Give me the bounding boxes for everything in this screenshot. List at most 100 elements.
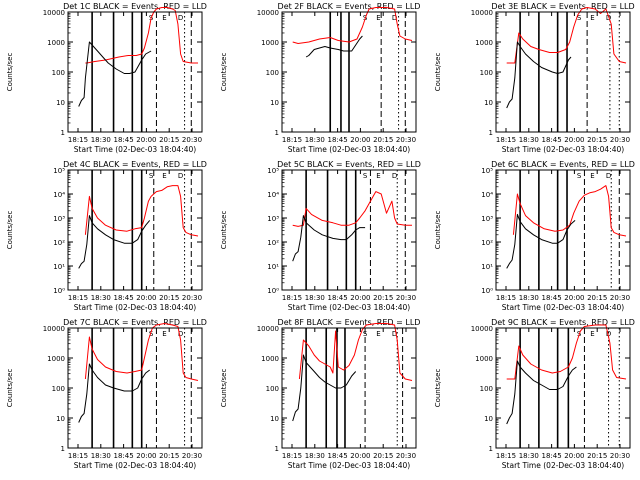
panel-title: Det 7C BLACK = Events, RED = LLD (63, 318, 207, 327)
y-tick-label: 1000 (261, 39, 279, 47)
x-tick-label: 18:45 (328, 136, 348, 144)
y-tick-label: 10 (270, 415, 279, 423)
x-axis-label: Start Time (02-Dec-03 18:04:40) (502, 145, 624, 154)
x-tick-label: 20:15 (159, 452, 179, 460)
y-tick-label: 10⁰ (267, 287, 279, 295)
y-tick-label: 10³ (267, 215, 279, 223)
marker-annotation: E (376, 330, 380, 338)
series-line-black (305, 35, 363, 58)
x-tick-label: 20:30 (182, 452, 202, 460)
y-tick-label: 1 (61, 445, 65, 453)
x-tick-label: 20:30 (182, 294, 202, 302)
marker-annotation: S (577, 14, 582, 22)
x-tick-label: 18:15 (496, 136, 516, 144)
y-axis-label: Counts/sec (434, 369, 442, 408)
x-tick-label: 20:30 (610, 452, 630, 460)
x-tick-label: 18:15 (282, 452, 302, 460)
y-tick-label: 10⁵ (267, 167, 279, 175)
panel-title: Det 3E BLACK = Events, RED = LLD (491, 2, 634, 11)
y-axis-label: Counts/sec (6, 53, 14, 92)
y-tick-label: 1 (489, 445, 493, 453)
x-tick-label: 20:30 (610, 294, 630, 302)
x-tick-label: 18:45 (542, 294, 562, 302)
x-tick-label: 20:30 (610, 136, 630, 144)
plot-frame (67, 327, 203, 449)
series-line-black (78, 363, 150, 423)
marker-annotation: E (162, 330, 166, 338)
series-line-red (85, 7, 198, 64)
panel-title: Det 2F BLACK = Events, RED = LLD (278, 2, 421, 11)
x-tick-label: 20:00 (350, 452, 370, 460)
series-line-red (512, 185, 627, 237)
y-tick-label: 10⁴ (267, 191, 279, 199)
x-tick-label: 20:00 (564, 452, 584, 460)
panel-4: Det 4C BLACK = Events, RED = LLD Counts/s… (6, 160, 207, 312)
y-tick-label: 100 (480, 385, 493, 393)
series-line-black (292, 354, 357, 422)
marker-annotation: D (392, 330, 397, 338)
x-tick-label: 18:30 (519, 136, 539, 144)
x-tick-label: 18:15 (496, 294, 516, 302)
panel-title: Det 5C BLACK = Events, RED = LLD (277, 160, 421, 169)
series-line-black (506, 213, 576, 269)
x-tick-label: 20:30 (396, 452, 416, 460)
y-axis-label: Counts/sec (220, 369, 228, 408)
x-tick-label: 20:15 (159, 294, 179, 302)
x-tick-label: 18:30 (305, 136, 325, 144)
y-tick-label: 10¹ (53, 263, 65, 271)
x-tick-label: 20:00 (350, 136, 370, 144)
series-line-black (506, 360, 577, 425)
y-tick-label: 100 (52, 385, 65, 393)
y-tick-label: 10 (484, 99, 493, 107)
series-line-red (84, 185, 199, 237)
x-tick-label: 18:45 (114, 136, 134, 144)
series-line-red (506, 324, 627, 380)
series-line-red (292, 7, 413, 44)
panel-2: Det 2F BLACK = Events, RED = LLD Counts/s… (220, 2, 420, 154)
y-tick-label: 10 (484, 415, 493, 423)
x-tick-label: 18:15 (68, 452, 88, 460)
y-tick-label: 10 (56, 99, 65, 107)
y-tick-label: 10⁰ (53, 287, 65, 295)
x-tick-label: 18:45 (328, 294, 348, 302)
series-line-black (78, 215, 151, 269)
x-tick-label: 20:00 (350, 294, 370, 302)
y-axis-label: Counts/sec (6, 211, 14, 250)
marker-annotation: S (149, 330, 154, 338)
y-tick-label: 10000 (43, 9, 65, 17)
series-line-red (506, 7, 627, 64)
y-tick-label: 100 (480, 69, 493, 77)
marker-annotation: S (363, 172, 368, 180)
marker-annotation: D (606, 330, 611, 338)
x-tick-label: 18:15 (282, 136, 302, 144)
series-line-black (506, 41, 572, 109)
y-tick-label: 100 (266, 69, 279, 77)
y-tick-label: 10² (267, 239, 279, 247)
y-tick-label: 10⁵ (53, 167, 65, 175)
marker-annotation: D (392, 14, 397, 22)
x-tick-label: 20:00 (136, 294, 156, 302)
plot-frame (495, 327, 631, 449)
y-axis-label: Counts/sec (220, 211, 228, 250)
plot-frame (67, 11, 203, 133)
x-tick-label: 18:30 (91, 452, 111, 460)
y-tick-label: 1 (61, 129, 65, 137)
y-tick-label: 100 (52, 69, 65, 77)
y-tick-label: 10000 (257, 9, 279, 17)
x-tick-label: 20:15 (587, 294, 607, 302)
y-tick-label: 10⁵ (481, 167, 493, 175)
y-tick-label: 1000 (261, 355, 279, 363)
marker-annotation: D (178, 14, 183, 22)
marker-annotation: E (162, 14, 166, 22)
x-tick-label: 20:30 (396, 294, 416, 302)
y-tick-label: 1000 (47, 355, 65, 363)
x-tick-label: 20:15 (373, 452, 393, 460)
x-axis-label: Start Time (02-Dec-03 18:04:40) (288, 461, 410, 470)
y-tick-label: 10000 (43, 325, 65, 333)
series-line-red (84, 323, 199, 381)
y-axis-label: Counts/sec (6, 369, 14, 408)
x-tick-label: 18:15 (68, 294, 88, 302)
plot-frame (495, 11, 631, 133)
y-tick-label: 10 (270, 99, 279, 107)
marker-annotation: S (363, 330, 368, 338)
